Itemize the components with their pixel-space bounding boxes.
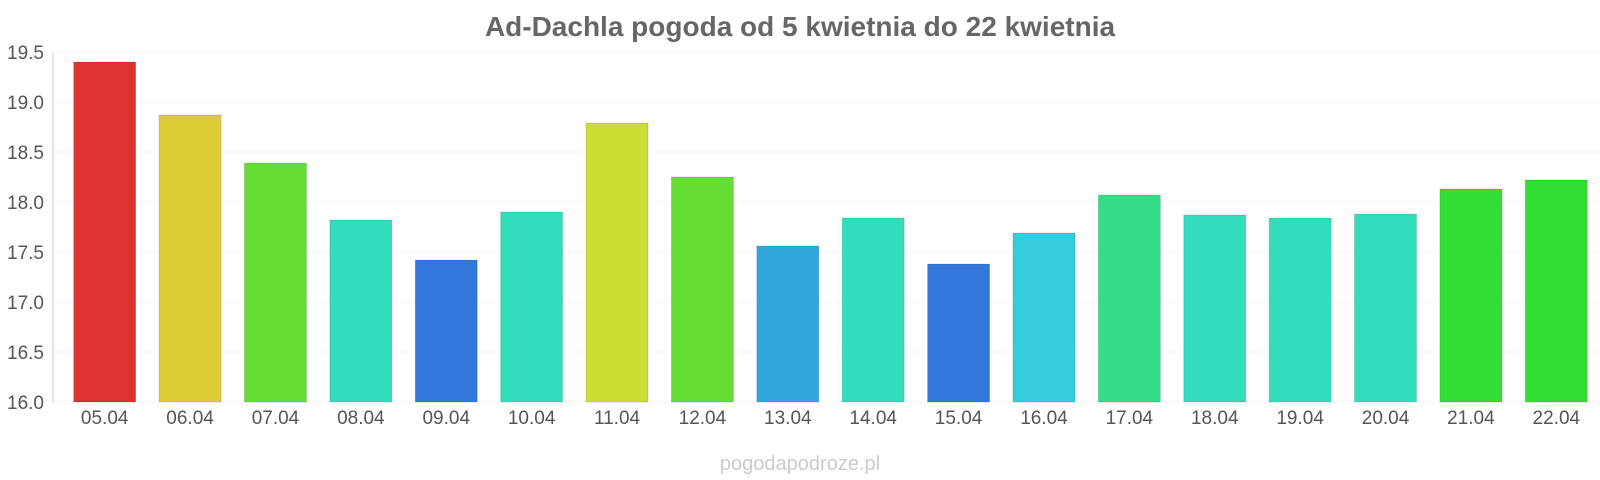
bars <box>73 61 1588 403</box>
x-tick-label: 12.04 <box>679 408 727 429</box>
y-tick-label: 19.0 <box>7 93 44 114</box>
y-tick-label: 18.5 <box>7 143 44 164</box>
bar <box>670 176 734 403</box>
y-tick-label: 17.0 <box>7 293 44 314</box>
x-tick-label: 17.04 <box>1106 408 1154 429</box>
bar <box>1097 194 1161 403</box>
x-tick-label: 18.04 <box>1191 408 1239 429</box>
x-tick-label: 21.04 <box>1447 408 1495 429</box>
bar <box>756 245 820 403</box>
x-tick-label: 06.04 <box>166 408 214 429</box>
x-tick-label: 22.04 <box>1533 408 1581 429</box>
y-axis: 16.0 16.5 17.0 17.5 18.0 18.5 19.0 19.5 <box>7 43 54 414</box>
bar <box>585 122 649 403</box>
bar <box>73 61 137 403</box>
bar <box>1268 217 1332 403</box>
bar <box>1354 213 1418 403</box>
bar <box>329 219 393 403</box>
x-tick-label: 19.04 <box>1276 408 1324 429</box>
y-tick-label: 19.5 <box>7 43 44 64</box>
x-tick-label: 05.04 <box>81 408 129 429</box>
bar <box>1439 188 1503 403</box>
bar <box>243 162 307 403</box>
bar <box>927 263 991 403</box>
chart-title: Ad-Dachla pogoda od 5 kwietnia do 22 kwi… <box>485 11 1116 42</box>
x-axis: 05.04 06.04 07.04 08.04 09.04 10.04 11.04 12.04… <box>81 408 1581 429</box>
x-tick-label: 13.04 <box>764 408 812 429</box>
x-tick-label: 15.04 <box>935 408 983 429</box>
x-tick-label: 16.04 <box>1020 408 1068 429</box>
gridlines <box>53 51 1600 403</box>
bar <box>158 114 222 403</box>
y-tick-label: 18.0 <box>7 193 44 214</box>
x-tick-label: 14.04 <box>849 408 897 429</box>
bar <box>1524 179 1588 403</box>
watermark-text: pogodapodroze.pl <box>720 453 880 475</box>
bar <box>414 259 478 403</box>
y-tick-label: 16.5 <box>7 343 44 364</box>
x-tick-label: 20.04 <box>1362 408 1410 429</box>
y-tick-label: 17.5 <box>7 243 44 264</box>
bar <box>841 217 905 403</box>
bar <box>1183 214 1247 403</box>
y-tick-label: 16.0 <box>7 393 44 414</box>
x-tick-label: 10.04 <box>508 408 556 429</box>
x-tick-label: 09.04 <box>422 408 470 429</box>
bar <box>1012 232 1076 403</box>
x-tick-label: 11.04 <box>594 408 641 429</box>
x-tick-label: 07.04 <box>252 408 300 429</box>
x-tick-label: 08.04 <box>337 408 385 429</box>
bar <box>500 211 564 403</box>
